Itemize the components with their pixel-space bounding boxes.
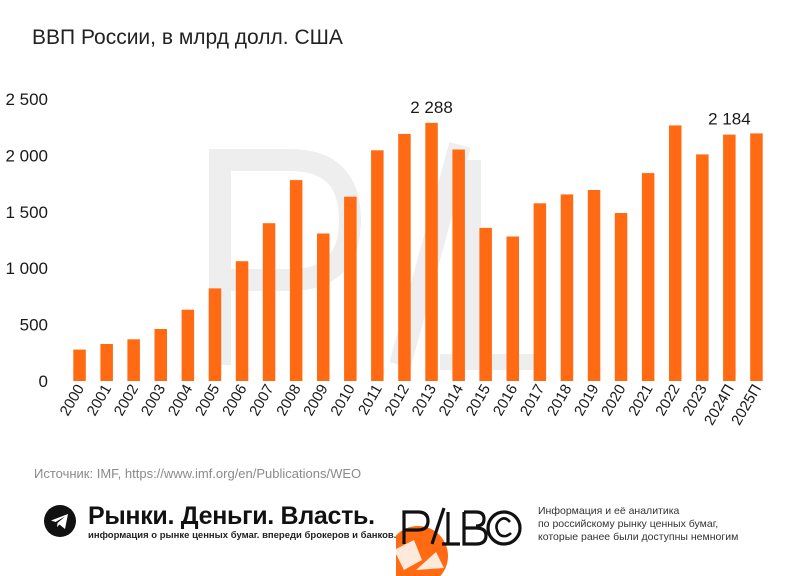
bar	[317, 233, 330, 381]
bar	[533, 203, 547, 381]
bar	[371, 150, 384, 381]
brand-name[interactable]: Рынки. Деньги. Власть.	[88, 502, 375, 530]
chart-title: ВВП России, в млрд долл. США	[32, 26, 343, 49]
info-line: по российскому рынку ценных бумаг,	[538, 518, 719, 530]
bar	[262, 223, 276, 381]
bar	[208, 288, 222, 381]
x-tick-label: 2012	[382, 382, 413, 419]
bar	[506, 236, 519, 381]
x-tick-label: 2006	[219, 382, 250, 419]
bar	[641, 173, 655, 381]
bar	[614, 213, 628, 381]
x-tick-label: 2009	[300, 382, 331, 419]
info-text: Информация и её аналитика по российскому…	[538, 505, 738, 544]
x-tick-label: 2000	[57, 382, 88, 419]
x-tick-label: 2019	[571, 382, 602, 419]
bar	[235, 261, 249, 381]
y-tick-label: 2 500	[5, 90, 48, 109]
y-tick-label: 1 500	[5, 203, 48, 222]
x-tick-label: 2010	[327, 382, 358, 419]
y-tick-label: 0	[39, 372, 48, 391]
bar-chart: 0 500 1 000 1 500 2 000 2 500 2000200120022003…	[5, 90, 764, 428]
source-note: Источник: IMF, https://www.imf.org/en/Pu…	[34, 466, 362, 481]
info-line: которые ранее были доступны немногим	[538, 531, 739, 543]
y-tick-label: 1 000	[5, 259, 48, 278]
bar	[750, 133, 763, 381]
x-tick-label: 2002	[111, 382, 142, 419]
bar	[289, 180, 303, 381]
bar	[669, 125, 682, 382]
x-tick-label: 2005	[192, 382, 223, 419]
x-tick-label: 2016	[490, 382, 521, 419]
bar	[452, 149, 465, 381]
bar	[425, 122, 438, 382]
x-tick-label: 2015	[463, 382, 494, 419]
x-tick-label: 2011	[355, 382, 386, 418]
x-tick-label: 2008	[273, 382, 304, 419]
data-label: 2 184	[708, 110, 751, 129]
bar	[560, 194, 574, 381]
bar	[398, 133, 411, 381]
bar	[154, 329, 167, 381]
bar	[181, 309, 195, 381]
data-label: 2 288	[410, 98, 453, 117]
bar	[479, 227, 492, 381]
x-tick-label: 2014	[436, 382, 467, 419]
bar	[696, 154, 709, 381]
telegram-icon[interactable]	[44, 505, 76, 537]
x-tick-label: 2007	[246, 382, 277, 419]
x-tick-label: 2003	[138, 382, 169, 419]
x-tick-label: 2021	[625, 382, 656, 419]
brand-tagline: информация о рынке ценных бумаг. впереди…	[88, 530, 397, 541]
rdb-logo	[396, 507, 522, 576]
bar	[127, 339, 140, 381]
bar	[344, 196, 357, 381]
info-line: Информация и её аналитика	[538, 505, 680, 517]
bar	[73, 349, 86, 381]
y-tick-label: 500	[20, 316, 48, 335]
x-tick-label: 2004	[165, 382, 196, 419]
x-tick-label: 2001	[84, 382, 115, 419]
bar	[723, 134, 736, 381]
y-tick-label: 2 000	[5, 146, 48, 165]
bar	[100, 344, 113, 381]
x-tick-label: 2022	[652, 382, 683, 419]
x-tick-label: 2017	[517, 382, 548, 419]
x-tick-label: 2013	[409, 382, 440, 419]
x-tick-label: 2018	[544, 382, 575, 419]
bar	[587, 190, 601, 381]
x-tick-label: 2020	[598, 382, 629, 419]
